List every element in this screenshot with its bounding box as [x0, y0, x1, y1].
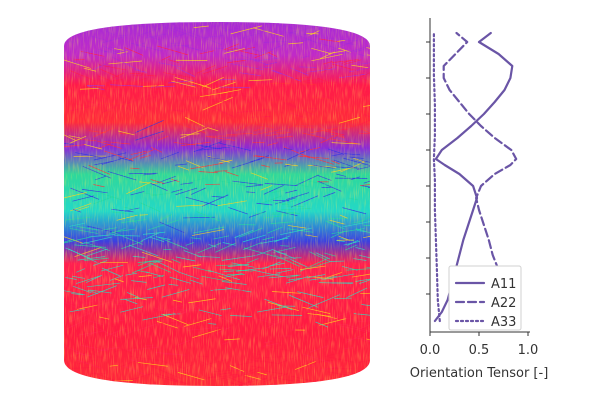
legend-label-a33: A33	[491, 315, 516, 330]
series-line-a33	[432, 31, 441, 323]
legend-label-a11: A11	[491, 277, 516, 292]
x-tick-label: 0.0	[420, 343, 441, 358]
x-tick-label: 1.0	[518, 343, 539, 358]
x-axis-title: Orientation Tensor [-]	[410, 366, 549, 381]
legend-label-a22: A22	[491, 296, 516, 311]
chart-axes: 0.0 0.5 1.0	[420, 18, 539, 358]
cylinder-body	[64, 22, 370, 386]
x-tick-label: 0.5	[469, 343, 490, 358]
chart-legend: A11 A22 A33	[448, 265, 522, 331]
